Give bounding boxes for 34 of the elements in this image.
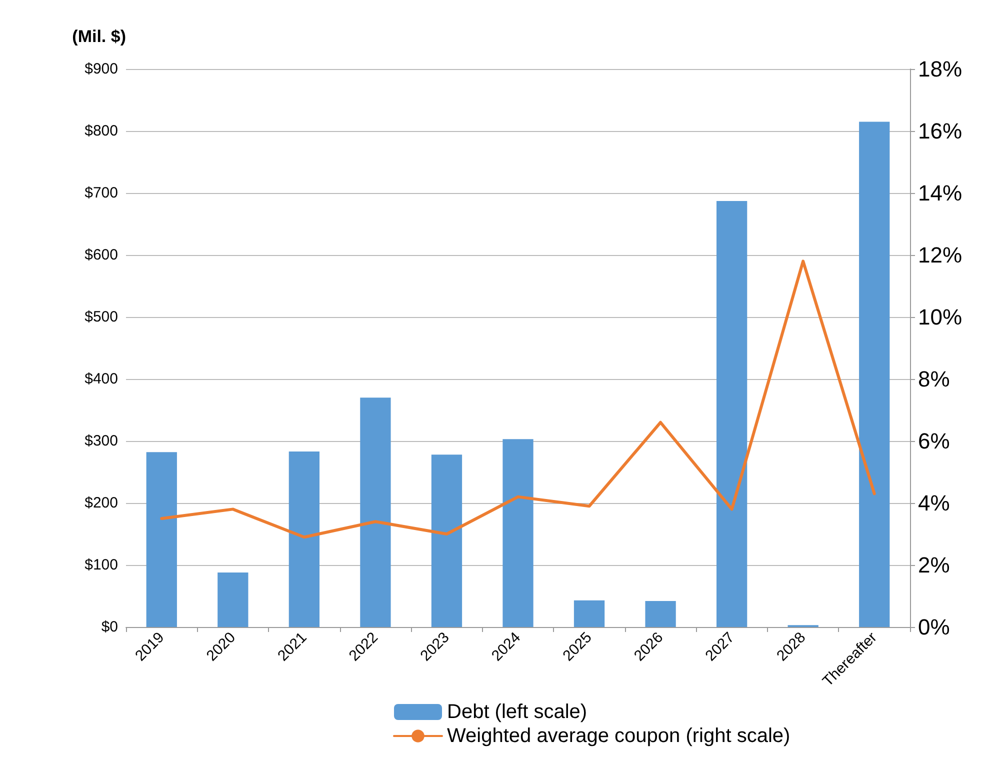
bar [218,572,248,627]
legend-label: Debt (left scale) [447,701,588,723]
y-tick-label: $400 [84,370,118,388]
y2-tick-label: 10% [918,304,962,330]
y-tick-label: $500 [84,308,118,326]
y-tick-label: $300 [84,432,118,450]
y2-tick-label: 18% [918,56,962,82]
bar [574,600,605,627]
y2-tick-label: 6% [918,428,950,454]
y-tick-label: $200 [84,494,118,512]
y2-tick-label: 12% [918,242,962,268]
y2-tick-label: 2% [918,552,950,578]
legend-label: Weighted average coupon (right scale) [447,725,790,747]
y-axis-title: (Mil. $) [72,27,126,46]
y2-tick-label: 16% [918,118,962,144]
bar [859,122,890,627]
bar [146,452,177,627]
bar [716,201,748,627]
y-tick-label: $0 [101,618,118,636]
bar [431,454,462,627]
y2-tick-label: 4% [918,490,950,516]
y-tick-label: $600 [84,246,118,264]
y2-tick-label: 14% [918,180,962,206]
line-series [160,260,876,539]
y-tick-label: $700 [84,184,118,202]
y2-tick-label: 8% [918,366,950,392]
bar [360,398,391,627]
bar [502,439,534,627]
y-tick-label: $100 [84,556,118,574]
bar [288,452,320,627]
y2-tick-label: 0% [918,614,950,640]
bar [645,600,676,627]
y-tick-label: $800 [84,122,118,140]
y-tick-label: $900 [84,60,118,78]
